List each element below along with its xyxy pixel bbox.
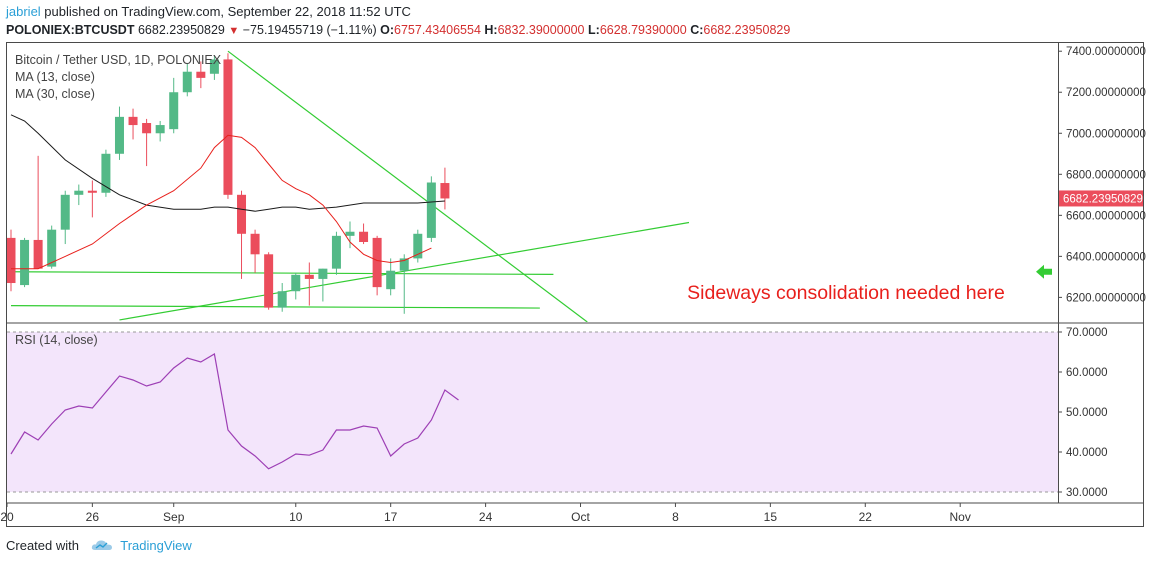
- publish-text: published on TradingView.com, September …: [40, 4, 411, 19]
- candle-up: [209, 59, 219, 74]
- rsi-legend: RSI (14, close): [15, 332, 98, 349]
- time-tick-label: Nov: [950, 510, 971, 524]
- candle-down: [264, 254, 274, 308]
- price-tick-label: 7400.00000000: [1066, 46, 1146, 58]
- candle-up: [291, 274, 301, 292]
- candle-down: [440, 183, 450, 199]
- last-price-badge: [1059, 190, 1143, 207]
- candle-down: [359, 231, 369, 242]
- time-tick-label: 8: [672, 510, 679, 524]
- open-label: O:: [380, 23, 395, 37]
- low-value: 6628.79390000: [599, 23, 687, 37]
- rsi-pane: [10, 353, 459, 470]
- trend-line: [10, 304, 540, 309]
- chart-frame[interactable]: [6, 42, 1144, 527]
- candle-down: [87, 190, 97, 193]
- candle-up: [74, 190, 84, 195]
- trend-line: [10, 271, 554, 276]
- time-tick-label: 10: [289, 510, 303, 524]
- candle-up: [60, 194, 70, 230]
- close-label: C:: [690, 23, 704, 37]
- footer: Created with TradingView: [6, 538, 192, 554]
- price-change: −75.19455719 (−1.11%): [242, 23, 377, 37]
- candle-up: [413, 233, 423, 259]
- time-tick-label: Sep: [163, 510, 185, 524]
- time-tick-label: 17: [384, 510, 398, 524]
- time-tick-label: 24: [479, 510, 493, 524]
- candle-up: [345, 231, 355, 236]
- high-value: 6832.39000000: [497, 23, 585, 37]
- ma13-line: [11, 134, 432, 270]
- last-price: 6682.23950829: [137, 23, 225, 37]
- candle-up: [20, 239, 30, 286]
- candle-up: [399, 258, 409, 271]
- candle-down: [7, 237, 16, 284]
- time-tick-label: 20: [0, 510, 14, 524]
- candle-down: [237, 194, 247, 234]
- candle-up: [155, 125, 165, 134]
- down-triangle-icon: ▼: [228, 25, 240, 37]
- tradingview-cloud-icon: [91, 540, 112, 550]
- price-tick-label: 6800.00000000: [1066, 169, 1146, 181]
- candle-down: [304, 274, 314, 279]
- high-label: H:: [484, 23, 498, 37]
- price-tick-label: 7000.00000000: [1066, 128, 1146, 140]
- price-tick-label: 6200.00000000: [1066, 292, 1146, 304]
- price-legend: Bitcoin / Tether USD, 1D, POLONIEX MA (1…: [15, 52, 221, 103]
- legend-ma30: MA (30, close): [15, 87, 95, 101]
- price-tick-label: 7200.00000000: [1066, 87, 1146, 99]
- candle-up: [182, 71, 192, 93]
- candle-up: [386, 270, 396, 290]
- left-arrow-icon: [1036, 264, 1052, 279]
- candle-down: [33, 239, 43, 269]
- legend-ma13: MA (13, close): [15, 70, 95, 84]
- tradingview-link[interactable]: TradingView: [120, 538, 192, 553]
- ohlc-header: POLONIEX:BTCUSDT 6682.23950829 ▼ −75.194…: [6, 22, 790, 39]
- created-with-text: Created with: [6, 538, 79, 553]
- ma30-line: [10, 114, 445, 212]
- rsi-line: [10, 353, 459, 470]
- price-pane: [7, 50, 690, 322]
- time-tick-label: Oct: [571, 510, 590, 524]
- rsi-tick-label: 60.0000: [1066, 367, 1108, 379]
- candle-down: [372, 237, 382, 288]
- time-tick-label: 22: [859, 510, 873, 524]
- candle-up: [47, 229, 57, 267]
- candle-up: [114, 116, 124, 154]
- rsi-tick-label: 50.0000: [1066, 407, 1108, 419]
- time-tick-label: 26: [86, 510, 100, 524]
- legend-rsi: RSI (14, close): [15, 333, 98, 347]
- rsi-tick-label: 30.0000: [1066, 487, 1108, 499]
- candle-up: [331, 235, 341, 269]
- annotation-text: Sideways consolidation needed here: [687, 282, 1005, 304]
- candle-up: [426, 182, 436, 238]
- close-value: 6682.23950829: [703, 23, 791, 37]
- rsi-tick-label: 40.0000: [1066, 447, 1108, 459]
- author-link[interactable]: jabriel: [6, 4, 41, 19]
- rsi-band: [7, 332, 1058, 492]
- candle-down: [250, 233, 260, 255]
- low-label: L:: [588, 23, 600, 37]
- candle-down: [196, 71, 206, 78]
- rsi-tick-label: 70.0000: [1066, 327, 1108, 339]
- symbol-label: POLONIEX:BTCUSDT: [6, 23, 135, 37]
- price-tick-label: 6600.00000000: [1066, 210, 1146, 222]
- candle-up: [277, 291, 287, 308]
- publish-info: jabriel published on TradingView.com, Se…: [6, 4, 411, 20]
- last-price-label: 6682.23950829: [1063, 193, 1143, 205]
- candle-up: [318, 268, 328, 279]
- price-tick-label: 6400.00000000: [1066, 251, 1146, 263]
- legend-title: Bitcoin / Tether USD, 1D, POLONIEX: [15, 53, 222, 67]
- time-tick-label: 15: [764, 510, 778, 524]
- candle-down: [223, 59, 233, 195]
- open-value: 6757.43406554: [394, 23, 481, 37]
- candle-down: [128, 116, 138, 126]
- candle-up: [101, 153, 111, 193]
- candle-down: [142, 123, 152, 134]
- candle-up: [169, 92, 179, 130]
- trend-line: [227, 50, 588, 322]
